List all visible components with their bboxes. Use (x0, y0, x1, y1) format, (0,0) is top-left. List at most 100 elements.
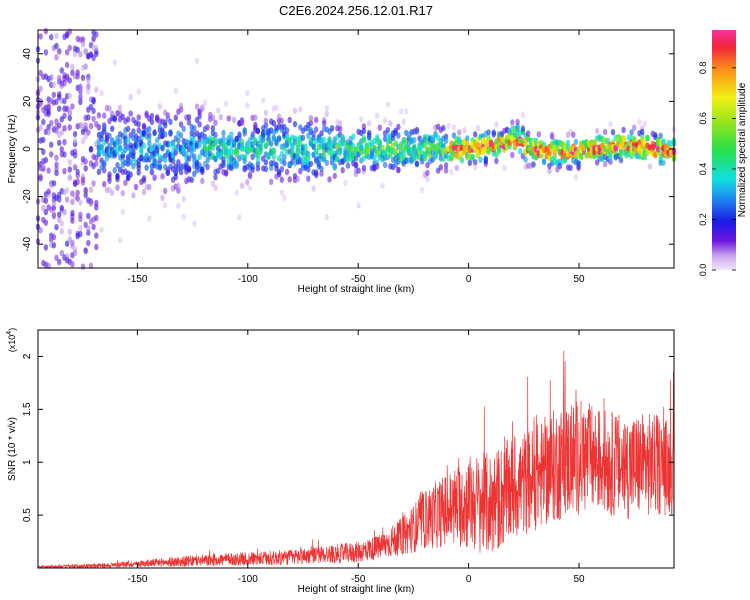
spectrogram-cell (176, 137, 181, 144)
spectrogram-cell (210, 125, 216, 132)
spectrogram-cell (324, 104, 329, 112)
snr-panel: -150 -100 -50 0 50 0.5 1 1.5 2 Height of straig… (6, 328, 675, 595)
spectrogram-cell (592, 139, 597, 146)
spectrogram-cell (279, 189, 284, 196)
spectrogram-cell (99, 226, 104, 233)
spectrogram-cell (518, 148, 523, 155)
spectrogram-cell (163, 187, 168, 195)
spectrogram-cell (62, 168, 67, 175)
spectrogram-cell (57, 122, 62, 129)
spectrogram-cell (43, 197, 49, 204)
spectrogram-cell (168, 129, 173, 136)
spectrogram-cell (110, 125, 115, 132)
spectrogram-cell (184, 151, 189, 158)
spectrogram-cell (396, 166, 401, 174)
spectrogram-cell (647, 163, 653, 170)
y-tick-label: 2 (22, 353, 33, 359)
spectrogram-cell (316, 160, 322, 168)
spectrogram-cell (361, 127, 367, 135)
spectrogram-cell (160, 145, 165, 152)
spectrogram-cell (38, 173, 43, 181)
spectrogram-cell (176, 159, 181, 166)
spectrogram-cell (425, 169, 430, 177)
spectrogram-cell (78, 83, 83, 90)
spectrogram-cell (324, 159, 329, 166)
spectrogram-cell (308, 119, 314, 127)
spectrogram-cell (91, 115, 96, 123)
spectrogram-cell (459, 157, 465, 164)
colorbar-tick-label: 0.4 (698, 163, 708, 176)
spectrogram-cell (576, 160, 581, 167)
spectrogram-cell (223, 169, 229, 176)
spectrogram-cell (178, 121, 184, 128)
spectrogram-cell (62, 151, 67, 158)
spectrogram-cell (94, 243, 99, 251)
spectrogram-cell (38, 124, 43, 131)
spectrogram-cell (401, 118, 406, 125)
spectrogram-cell (75, 46, 80, 53)
spectrogram-cell (210, 180, 216, 187)
spectrogram-cell (470, 153, 475, 160)
spectrogram-cell (173, 173, 178, 181)
x-tick-label: -150 (127, 274, 147, 285)
spectrogram-cell (451, 124, 457, 131)
spectrogram-cell (59, 204, 64, 212)
spectrogram-cell (51, 233, 57, 241)
snr-y-multiplier-close: ) (7, 328, 17, 331)
spectrogram-cell (253, 114, 258, 121)
spectrogram-cell (274, 140, 279, 147)
spectrogram-cell (75, 172, 80, 179)
spectrogram-cell (327, 136, 332, 143)
spectrogram-cell (218, 113, 223, 121)
spectrogram-cell (213, 184, 218, 191)
spectrogram-cell (43, 27, 49, 35)
x-tick-label: 0 (466, 574, 472, 585)
spectrogram-cell (64, 240, 70, 247)
spectrogram-cell (57, 211, 62, 218)
spectrogram-cell (152, 129, 157, 137)
spectrogram-cell (136, 114, 141, 121)
spectrogram-cell (96, 124, 102, 131)
spectrogram-cell (192, 220, 197, 227)
spectrogram-cell (181, 125, 186, 133)
spectrogram-cell (438, 164, 443, 171)
snr-y-axis: 0.5 1 1.5 2 (22, 353, 674, 522)
spectrogram-cell (78, 224, 83, 232)
spectrogram-cell (186, 166, 192, 173)
spectrogram-cell (579, 153, 584, 160)
spectrogram-cell (284, 168, 290, 176)
spectrogram-cell (43, 49, 49, 56)
spectrogram-cell (343, 179, 348, 186)
x-tick-label: 0 (466, 274, 472, 285)
spectrogram-cell (303, 143, 308, 150)
spectrogram-x-axis-label: Height of straight line (km) (298, 284, 415, 295)
spectrogram-cell (271, 120, 276, 127)
spectrogram-cell (96, 168, 102, 176)
spectrogram-cell (353, 162, 359, 169)
spectrogram-cell (552, 149, 557, 157)
spectrogram-cell (120, 208, 126, 215)
spectrogram-cell (155, 148, 160, 155)
x-tick-label: -150 (127, 574, 147, 585)
spectrogram-cell (64, 196, 70, 203)
spectrogram-cell (80, 179, 86, 186)
spectrogram-cell (51, 91, 57, 99)
spectrogram-cell (250, 131, 255, 138)
spectrogram-cell (57, 139, 62, 147)
y-tick-label: 1 (22, 459, 33, 465)
spectrogram-cell (621, 126, 626, 134)
spectrogram-cell (57, 258, 62, 266)
spectrogram-cell (54, 254, 59, 261)
spectrogram-cell (282, 154, 287, 161)
spectrogram-cell (292, 120, 298, 128)
spectrogram-cell (94, 31, 99, 38)
spectrogram-cell (261, 136, 266, 143)
spectrogram-cell (62, 139, 67, 146)
spectrogram-cell (292, 107, 298, 114)
spectrogram-cell (67, 166, 73, 173)
spectrogram-cell (197, 113, 202, 120)
x-tick-label: 50 (573, 574, 585, 585)
spectrogram-cell (491, 131, 496, 138)
spectrogram-cell (78, 215, 83, 223)
spectrogram-cell (70, 198, 75, 206)
